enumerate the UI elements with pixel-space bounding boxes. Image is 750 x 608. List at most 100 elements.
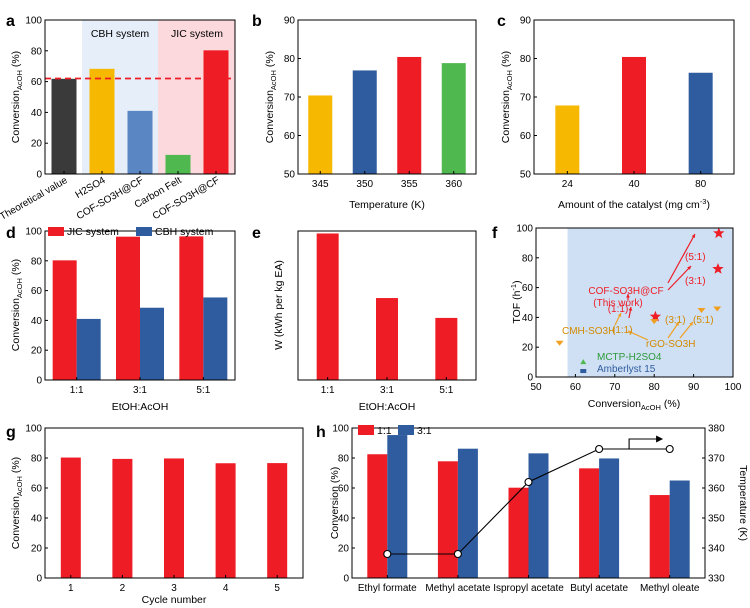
panel-g-ytick-label: 40 [31, 514, 43, 525]
annot-r11: (1:1) [608, 304, 629, 315]
panel-letter-h: h [316, 424, 326, 441]
panel-g-ytick-label: 80 [31, 454, 43, 465]
panel-e-xtick-label: 3:1 [380, 385, 394, 396]
panel-c-ytick-label: 60 [520, 131, 532, 142]
panel-b: 50 60 70 80 90 345 350 355 360 ConversionAcOH (%… [264, 16, 477, 211]
arrow-head [617, 313, 622, 317]
bar [376, 298, 398, 380]
annot-g31: (3:1) [665, 315, 686, 326]
bar [397, 56, 422, 174]
panel-g-ytick-label: 0 [36, 574, 42, 585]
panel-h-ytick-label: 60 [338, 484, 350, 495]
panel-c-xtick-label: 40 [628, 179, 640, 190]
panel-f-xtick-label: 60 [570, 382, 582, 393]
panel-d-ytick-label: 0 [36, 376, 42, 387]
bar [76, 318, 101, 380]
bar [599, 458, 620, 578]
panel-a-xtick-label: Theoretical value [0, 175, 70, 223]
panel-a-ytick-label: 100 [25, 16, 42, 27]
bar [116, 236, 140, 380]
bar [387, 435, 408, 578]
panel-h: 0 20 40 60 80 100 330 340 350 360 370 380 Ethyl form… [329, 424, 749, 595]
panel-h-legend: 1:1 3:1 [358, 425, 432, 437]
cbh-region-label: CBH system [91, 28, 150, 40]
panel-b-ytick-label: 80 [284, 54, 296, 65]
panel-f-ytick-label: 60 [522, 283, 534, 294]
temperature-point [665, 444, 674, 454]
panel-g-xlabel: Cycle number [142, 594, 207, 606]
panel-h-y2tick-label: 360 [708, 484, 725, 495]
panel-h-y2tick-label: 380 [708, 424, 725, 435]
bar [308, 95, 333, 174]
panel-g-xtick-label: 4 [223, 583, 229, 594]
bar [508, 487, 529, 578]
panel-letter-a: a [6, 13, 15, 30]
panel-a-ytick-label: 60 [31, 77, 43, 88]
panel-f-xtick-label: 100 [725, 382, 742, 393]
panel-f-ylabel: TOF (h-1) [509, 280, 523, 323]
panel-h-y2tick-label: 370 [708, 454, 725, 465]
triangle-point [697, 307, 706, 313]
panel-d-xtick-label: 5:1 [196, 385, 210, 396]
panel-e-xtick-label: 5:1 [439, 385, 453, 396]
bar [622, 56, 646, 174]
temperature-point [453, 549, 462, 559]
panel-f-ytick-label: 20 [522, 343, 534, 354]
panel-c-ylabel: ConversionAcOH (%) [500, 51, 514, 143]
bar [60, 457, 81, 578]
bar [51, 78, 77, 174]
star-point [649, 310, 662, 322]
annot-r51: (5:1) [685, 252, 706, 263]
annot-g11: (1:1) [612, 325, 633, 336]
bar [669, 480, 690, 578]
panel-b-ytick-label: 70 [284, 93, 296, 104]
panel-c-ytick-label: 90 [520, 16, 532, 27]
panel-f-ytick-label: 40 [522, 313, 534, 324]
panel-d-xlabel: EtOH:AcOH [112, 401, 169, 413]
arrow-head [691, 234, 695, 238]
triangle-point [580, 359, 587, 365]
legend-swatch-cbh [136, 227, 152, 236]
panel-h-ytick-label: 100 [332, 424, 349, 435]
jic-region-label: JIC system [171, 28, 223, 40]
triangle-point [555, 340, 564, 346]
panel-d-ytick-label: 100 [25, 227, 42, 238]
panel-a-ytick-label: 40 [31, 108, 43, 119]
panel-b-xlabel: Temperature (K) [349, 199, 425, 211]
panel-g-ytick-label: 100 [25, 424, 42, 435]
panel-d-xtick-label: 1:1 [70, 385, 84, 396]
arrow-line [667, 265, 692, 291]
panel-g-xtick-label: 5 [274, 583, 280, 594]
panel-b-xtick-label: 355 [401, 179, 418, 190]
panel-d-legend: JIC system CBH system [48, 226, 214, 238]
temperature-point [524, 477, 533, 487]
panel-h-xtick-label: Ispropyl acetate [493, 583, 564, 594]
bar [203, 297, 228, 380]
panel-h-ytick-label: 20 [338, 544, 350, 555]
temperature-point [383, 549, 392, 559]
panel-h-y2label: Temperature (K) [737, 465, 749, 541]
panel-b-ylabel: ConversionAcOH (%) [264, 51, 278, 143]
panel-g-xtick-label: 3 [171, 583, 177, 594]
bar [316, 233, 339, 380]
legend-label-1-1: 1:1 [377, 425, 392, 437]
bar [267, 463, 288, 578]
axis-arrow-head [656, 435, 664, 443]
panel-e-xlabel: EtOH:AcOH [359, 401, 416, 413]
panel-a-xtick-label: COF-SO3H@CF [75, 175, 146, 222]
panel-g-xtick-label: 2 [120, 583, 126, 594]
panel-letter-c: c [497, 13, 506, 30]
panel-f-xtick-label: 90 [688, 382, 700, 393]
panel-a-ylabel: ConversionAcOH (%) [10, 51, 24, 143]
panel-f-xtick-label: 50 [530, 382, 542, 393]
arrow-line [667, 233, 696, 284]
panel-g-ytick-label: 20 [31, 544, 43, 555]
panel-h-ylabel: Conversion (%) [329, 467, 341, 539]
legend-label-3-1: 3:1 [417, 425, 432, 437]
bar [165, 154, 191, 174]
panel-g-ylabel: ConversionAcOH (%) [10, 457, 24, 549]
bar [140, 307, 164, 380]
arrow-head [628, 307, 633, 311]
annot-r31: (3:1) [685, 276, 706, 287]
